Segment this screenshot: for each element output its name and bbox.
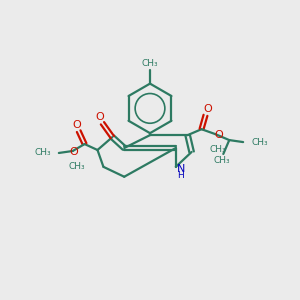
Text: O: O <box>72 120 81 130</box>
Text: H: H <box>177 171 184 180</box>
Text: O: O <box>203 104 212 114</box>
Text: CH₃: CH₃ <box>251 138 268 147</box>
Text: N: N <box>176 164 185 174</box>
Text: O: O <box>95 112 104 122</box>
Text: O: O <box>214 130 223 140</box>
Text: CH₃: CH₃ <box>209 145 226 154</box>
Text: CH₃: CH₃ <box>142 59 158 68</box>
Text: CH₃: CH₃ <box>34 148 51 158</box>
Text: CH₃: CH₃ <box>213 156 230 165</box>
Text: O: O <box>69 147 78 157</box>
Text: CH₃: CH₃ <box>69 162 85 171</box>
